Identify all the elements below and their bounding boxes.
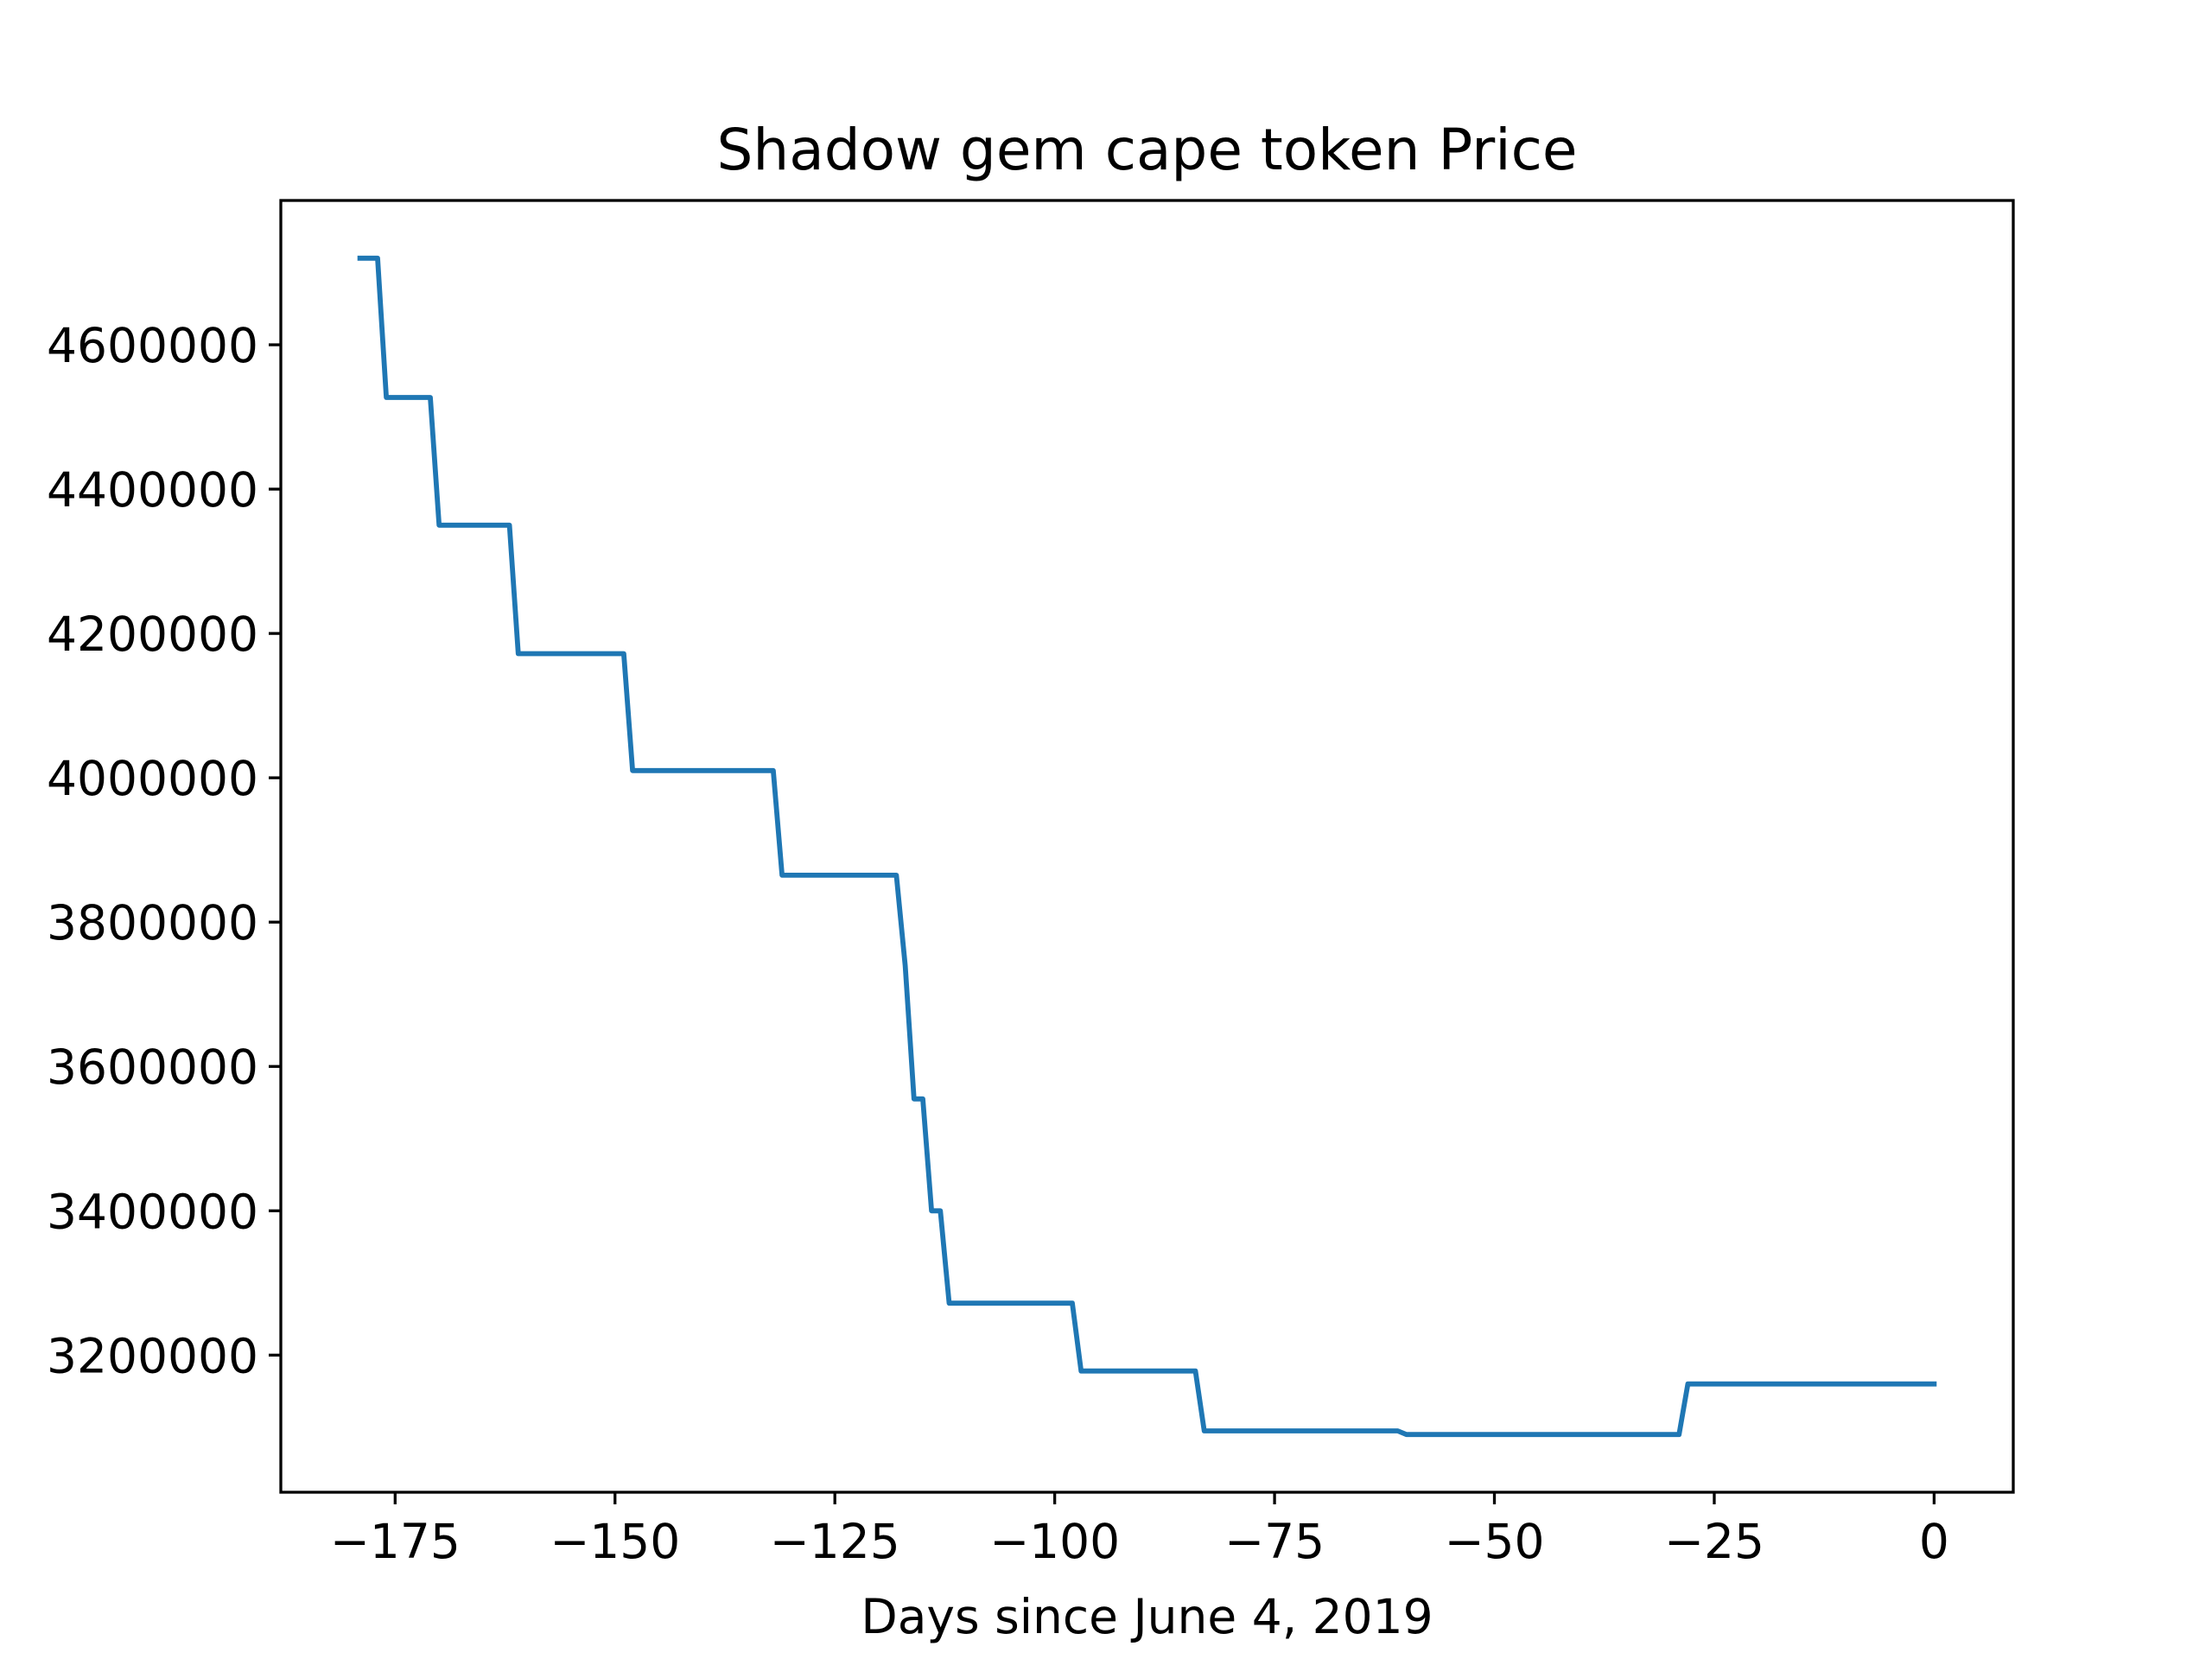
y-tick-label: 4000000 xyxy=(47,751,258,806)
axes-frame xyxy=(279,199,2015,1494)
y-tick-label: 3200000 xyxy=(47,1328,258,1383)
chart-title: Shadow gem cape token Price xyxy=(717,117,1578,183)
x-axis: −175 −150 −125 −100 −75 −50 −25 0 xyxy=(330,1492,1949,1569)
x-tick-label: −50 xyxy=(1444,1514,1544,1569)
x-tick-label: −25 xyxy=(1664,1514,1764,1569)
y-tick-label: 3800000 xyxy=(47,895,258,950)
plot-area xyxy=(357,255,1937,1438)
x-tick-label: 0 xyxy=(1919,1514,1949,1569)
x-tick-label: −125 xyxy=(770,1514,900,1569)
y-tick-label: 4400000 xyxy=(47,462,258,518)
x-axis-label: Days since June 4, 2019 xyxy=(861,1589,1433,1644)
x-tick-label: −175 xyxy=(330,1514,461,1569)
y-tick-label: 3400000 xyxy=(47,1184,258,1239)
y-axis: 3200000 3400000 3600000 3800000 4000000 42000… xyxy=(47,318,281,1383)
y-tick-label: 4200000 xyxy=(47,607,258,662)
x-tick-label: −75 xyxy=(1224,1514,1325,1569)
price-series-line xyxy=(357,255,1937,1438)
x-tick-label: −100 xyxy=(989,1514,1120,1569)
y-tick-label: 3600000 xyxy=(47,1039,258,1095)
y-tick-label: 4600000 xyxy=(47,318,258,373)
x-tick-label: −150 xyxy=(550,1514,680,1569)
